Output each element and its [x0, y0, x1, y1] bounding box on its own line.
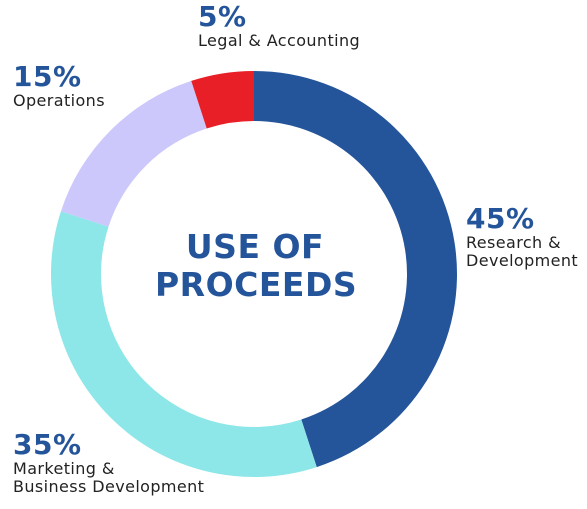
percent-label-operations: 15%	[13, 60, 82, 93]
category-label-operations: Operations	[13, 91, 105, 110]
label-legal-accounting: 5% Legal & Accounting	[198, 2, 360, 50]
percent-label-marketing: 35%	[13, 428, 82, 461]
category-label-research-line-2: Development	[466, 251, 579, 270]
category-label-marketing-line-1: Marketing &	[13, 459, 115, 478]
slice-legal-accounting	[191, 71, 254, 129]
chart-title-line-2: PROCEEDS	[155, 265, 358, 304]
category-label-marketing-line-2: Business Development	[13, 477, 205, 496]
percent-label-research: 45%	[466, 202, 535, 235]
label-marketing-business-development: 35% Marketing & Business Development	[13, 430, 204, 496]
category-label-legal: Legal & Accounting	[198, 31, 361, 50]
label-research-development: 45% Research & Development	[466, 204, 578, 270]
slice-research-development	[254, 71, 458, 468]
slice-operations	[60, 80, 207, 227]
slice-marketing-business-development	[50, 211, 317, 478]
label-operations: 15% Operations	[13, 62, 105, 110]
percent-label-legal: 5%	[198, 0, 247, 33]
chart-title: USE OF PROCEEDS	[155, 227, 358, 304]
chart-title-line-1: USE OF	[185, 227, 325, 266]
category-label-research-line-1: Research &	[466, 233, 561, 252]
